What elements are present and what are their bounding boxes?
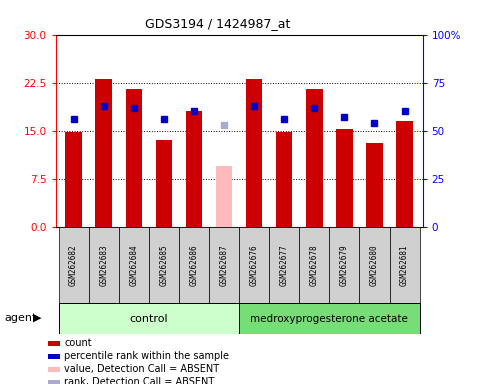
Text: GSM262684: GSM262684	[129, 244, 138, 286]
Bar	[336, 129, 353, 227]
Bar	[209, 227, 239, 303]
Text: ▶: ▶	[33, 313, 42, 323]
Text: GSM262677: GSM262677	[280, 244, 289, 286]
Text: agent: agent	[5, 313, 37, 323]
Bar	[58, 303, 239, 334]
Bar	[329, 227, 359, 303]
Text: control: control	[129, 314, 168, 324]
Text: GSM262680: GSM262680	[370, 244, 379, 286]
Bar	[216, 166, 232, 227]
Text: GSM262678: GSM262678	[310, 244, 319, 286]
Text: rank, Detection Call = ABSENT: rank, Detection Call = ABSENT	[64, 377, 215, 384]
Text: percentile rank within the sample: percentile rank within the sample	[64, 351, 229, 361]
Text: GSM262686: GSM262686	[189, 244, 199, 286]
Text: GSM262682: GSM262682	[69, 244, 78, 286]
Text: medroxyprogesterone acetate: medroxyprogesterone acetate	[250, 314, 408, 324]
Bar	[119, 227, 149, 303]
Bar	[96, 79, 112, 227]
Bar	[48, 379, 60, 384]
Bar	[65, 132, 82, 227]
Bar	[179, 227, 209, 303]
Bar	[276, 132, 293, 227]
Text: GSM262676: GSM262676	[250, 244, 258, 286]
Bar	[269, 227, 299, 303]
Text: GSM262679: GSM262679	[340, 244, 349, 286]
Text: count: count	[64, 338, 92, 348]
Bar	[246, 79, 262, 227]
Bar	[396, 121, 413, 227]
Text: GSM262683: GSM262683	[99, 244, 108, 286]
Bar	[299, 227, 329, 303]
Bar	[366, 143, 383, 227]
Bar	[359, 227, 389, 303]
Text: GSM262681: GSM262681	[400, 244, 409, 286]
Bar	[239, 303, 420, 334]
Bar	[48, 354, 60, 359]
Bar	[89, 227, 119, 303]
Bar	[58, 227, 89, 303]
Bar	[185, 111, 202, 227]
Bar	[156, 140, 172, 227]
Text: value, Detection Call = ABSENT: value, Detection Call = ABSENT	[64, 364, 220, 374]
Text: GDS3194 / 1424987_at: GDS3194 / 1424987_at	[145, 17, 290, 30]
Bar	[48, 366, 60, 372]
Bar	[389, 227, 420, 303]
Text: GSM262687: GSM262687	[220, 244, 228, 286]
Bar	[306, 89, 323, 227]
Bar	[48, 341, 60, 346]
Bar	[149, 227, 179, 303]
Bar	[239, 227, 269, 303]
Bar	[126, 89, 142, 227]
Text: GSM262685: GSM262685	[159, 244, 169, 286]
